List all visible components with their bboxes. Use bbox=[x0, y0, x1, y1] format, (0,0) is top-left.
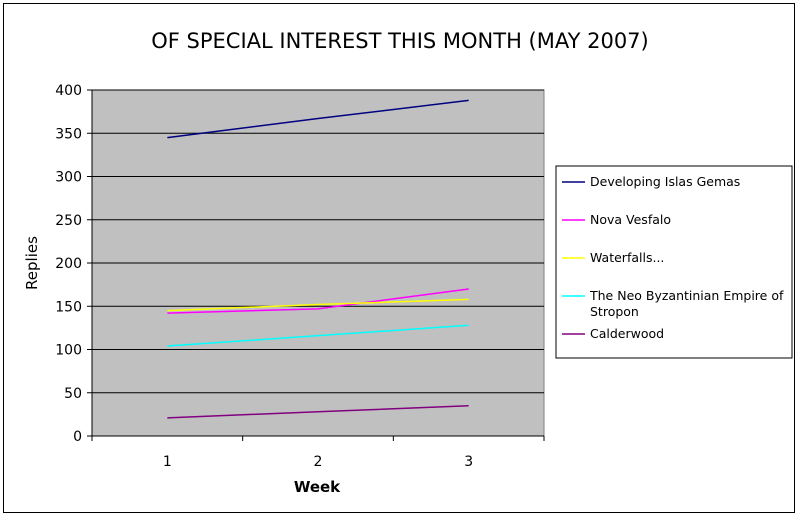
y-tick-label: 100 bbox=[55, 343, 82, 359]
x-axis-label: Week bbox=[294, 478, 341, 496]
legend-item: Calderwood bbox=[562, 326, 664, 341]
y-tick-label: 250 bbox=[55, 213, 82, 229]
y-tick-label: 150 bbox=[55, 299, 82, 315]
legend-label: Calderwood bbox=[590, 326, 664, 341]
legend-item: Nova Vesfalo bbox=[562, 212, 671, 227]
legend-label: Developing Islas Gemas bbox=[590, 174, 740, 189]
x-tick-label: 2 bbox=[314, 454, 323, 470]
legend-label: The Neo Byzantinian Empire of bbox=[589, 288, 784, 303]
y-tick-label: 200 bbox=[55, 256, 82, 272]
legend-item: Waterfalls... bbox=[562, 250, 664, 265]
chart-title: OF SPECIAL INTEREST THIS MONTH (MAY 2007… bbox=[151, 29, 649, 53]
y-tick-label: 400 bbox=[55, 83, 82, 99]
chart-frame: OF SPECIAL INTEREST THIS MONTH (MAY 2007… bbox=[3, 3, 795, 513]
y-axis-ticks: 0 50 100 150 200 250 300 350 400 bbox=[55, 83, 92, 445]
line-chart: OF SPECIAL INTEREST THIS MONTH (MAY 2007… bbox=[23, 29, 793, 496]
y-tick-label: 300 bbox=[55, 170, 82, 186]
series-lines bbox=[167, 99, 469, 419]
legend-box bbox=[555, 165, 793, 359]
series-line bbox=[167, 99, 469, 139]
y-tick-label: 0 bbox=[73, 429, 82, 445]
x-axis-ticks: 1 2 3 bbox=[91, 436, 545, 470]
x-tick-label: 3 bbox=[464, 454, 473, 470]
legend-label: Waterfalls... bbox=[590, 250, 664, 265]
y-tick-label: 350 bbox=[55, 126, 82, 142]
series-line bbox=[167, 324, 469, 347]
legend: Developing Islas Gemas Nova Vesfalo Waterf… bbox=[555, 165, 793, 359]
series-line bbox=[167, 404, 469, 419]
legend-label: Nova Vesfalo bbox=[590, 212, 671, 227]
legend-item: Developing Islas Gemas bbox=[562, 174, 740, 189]
series-line bbox=[167, 288, 469, 314]
gridlines bbox=[92, 89, 544, 394]
y-tick-label: 50 bbox=[64, 386, 82, 402]
legend-label: Stropon bbox=[590, 304, 639, 319]
y-axis-label: Replies bbox=[23, 236, 41, 290]
x-tick-label: 1 bbox=[163, 454, 172, 470]
series-line bbox=[167, 298, 469, 312]
